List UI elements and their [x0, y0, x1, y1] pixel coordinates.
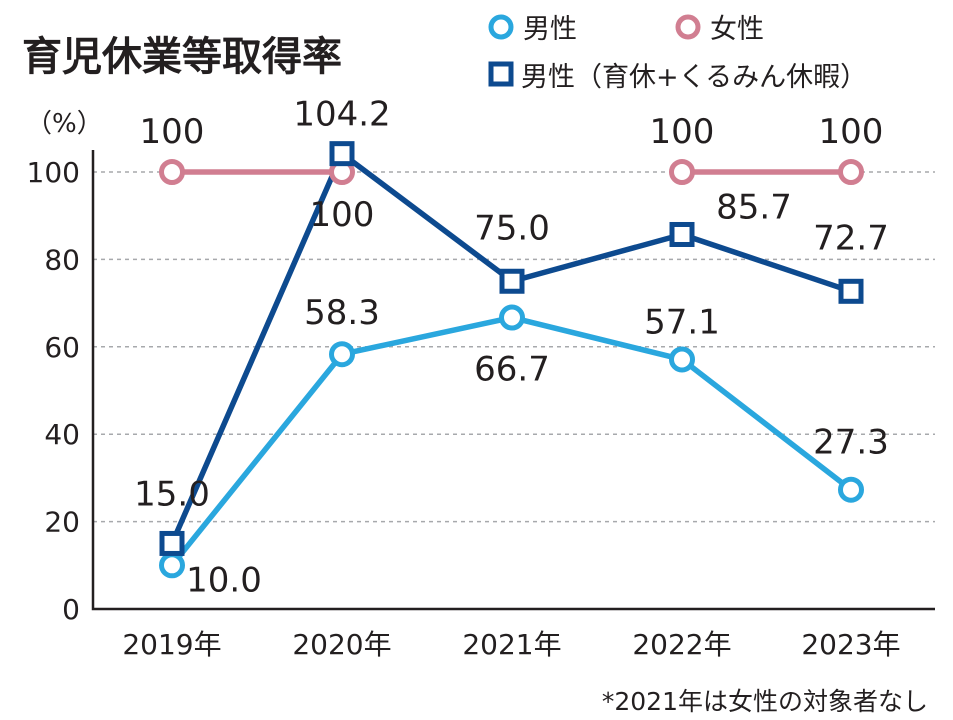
data-label: 57.1 [644, 302, 720, 342]
data-label: 100 [650, 112, 715, 152]
data-point [499, 268, 525, 294]
x-tick-label: 2023年 [801, 628, 900, 661]
y-tick-label: 100 [27, 156, 80, 189]
footnote: *2021年は女性の対象者なし [602, 687, 928, 716]
legend-marker-female [675, 14, 701, 40]
x-tick-label: 2020年 [292, 628, 391, 661]
data-point [669, 159, 695, 185]
data-label: 104.2 [293, 95, 390, 135]
x-axis-ticks: 2019年 2020年 2021年 2022年 2023年 [122, 628, 900, 661]
axis-lines [91, 150, 935, 611]
data-label: 100 [819, 112, 884, 152]
data-label: 72.7 [813, 218, 889, 258]
data-label: 58.3 [304, 293, 380, 333]
x-tick-label: 2022年 [632, 628, 731, 661]
legend-label-male-kurumin: 男性（育休+くるみん休暇） [521, 62, 867, 93]
y-axis-unit: （%） [26, 109, 103, 139]
y-tick-label: 20 [44, 506, 80, 539]
y-tick-label: 0 [62, 593, 80, 626]
legend-label-male: 男性 [523, 14, 577, 45]
data-label: 10.0 [186, 560, 262, 600]
legend-label-female: 女性 [710, 14, 764, 45]
data-point [159, 159, 185, 185]
data-label: 27.3 [813, 423, 889, 463]
legend: 男性 女性 男性（育休+くるみん休暇） [488, 14, 867, 93]
x-tick-label: 2021年 [462, 628, 561, 661]
data-point [838, 476, 864, 503]
y-tick-label: 60 [44, 331, 80, 364]
data-point [159, 530, 185, 556]
data-label: 100 [140, 112, 205, 152]
y-tick-label: 80 [44, 243, 80, 276]
y-axis-ticks: 0 20 40 60 80 100 [27, 156, 80, 626]
data-point [159, 552, 185, 579]
data-point [329, 341, 355, 368]
data-point [669, 221, 695, 247]
axes [91, 150, 935, 611]
series-markers [159, 141, 864, 579]
data-label: 15.0 [134, 474, 210, 514]
legend-marker-male [488, 14, 514, 40]
data-point [669, 346, 695, 373]
chart-title: 育児休業等取得率 [22, 34, 342, 80]
data-point [838, 159, 864, 185]
data-point [329, 141, 355, 167]
data-point [838, 278, 864, 304]
data-labels: 10.0 58.3 66.7 57.1 27.3 100 100 100 100 15.0 104.… [134, 95, 889, 601]
x-tick-label: 2019年 [122, 628, 221, 661]
data-label: 66.7 [474, 350, 550, 390]
data-label: 100 [310, 195, 375, 235]
legend-marker-male-kurumin [488, 61, 514, 87]
y-tick-label: 40 [44, 418, 80, 451]
data-label: 75.0 [474, 208, 550, 248]
data-label: 85.7 [716, 187, 792, 227]
data-point [499, 304, 525, 331]
